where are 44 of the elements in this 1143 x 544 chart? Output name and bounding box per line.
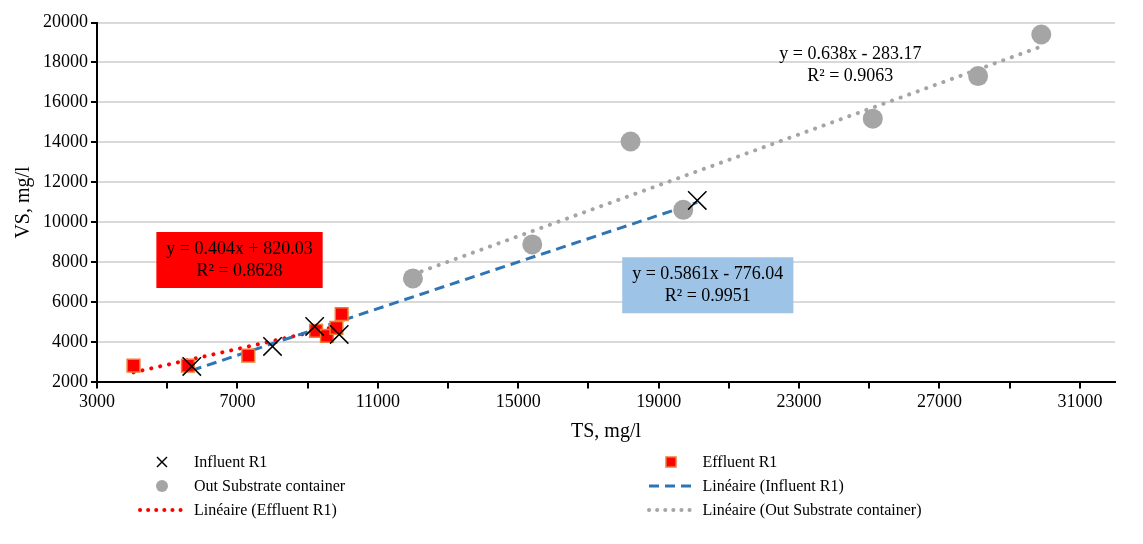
point	[329, 324, 350, 345]
legend-label: Out Substrate container	[194, 477, 346, 495]
point	[126, 358, 141, 373]
legend-label: Linéaire (Effluent R1)	[194, 501, 337, 519]
annotation: y = 0.404x + 820.03 R² = 0.8628	[166, 237, 313, 280]
y-axis-title: VS, mg/l	[11, 165, 35, 239]
point	[181, 356, 202, 377]
x-tick-label: 15000	[495, 390, 541, 411]
point	[1031, 24, 1052, 45]
y-tick-label: 14000	[43, 131, 88, 152]
point	[687, 190, 708, 211]
y-tick-label: 10000	[43, 211, 88, 232]
point	[402, 268, 423, 289]
x-tick-label: 27000	[916, 390, 962, 411]
y-tick-label: 20000	[43, 11, 88, 32]
annotation: y = 0.638x - 283.17 R² = 0.9063	[779, 43, 922, 86]
x-axis-title: TS, mg/l	[570, 419, 642, 443]
point	[862, 108, 883, 129]
legend-label: Linéaire (Influent R1)	[702, 477, 844, 495]
y-tick-label: 4000	[52, 331, 88, 352]
point	[673, 199, 694, 220]
x-tick-label: 23000	[776, 390, 822, 411]
y-tick-label: 18000	[43, 51, 88, 72]
x-tick-label: 7000	[219, 390, 256, 411]
legend-label: Effluent R1	[702, 453, 778, 471]
x-tick-label: 31000	[1057, 390, 1103, 411]
y-tick-label: 12000	[43, 171, 88, 192]
y-tick-label: 2000	[52, 371, 88, 392]
y-tick-label: 16000	[43, 91, 88, 112]
point	[304, 316, 325, 337]
point	[620, 131, 641, 152]
point	[968, 66, 989, 87]
legend-label: Linéaire (Out Substrate container)	[702, 501, 922, 519]
point	[241, 348, 256, 363]
legend-label: Influent R1	[194, 453, 268, 471]
x-tick-label: 11000	[355, 390, 400, 411]
x-tick-label: 3000	[79, 390, 115, 411]
x-tick-label: 19000	[636, 390, 682, 411]
y-tick-label: 8000	[52, 251, 88, 272]
point	[262, 336, 283, 357]
y-tick-label: 6000	[52, 291, 88, 312]
annotation: y = 0.5861x - 776.04 R² = 0.9951	[632, 262, 784, 305]
point	[522, 234, 543, 255]
point	[334, 306, 349, 322]
